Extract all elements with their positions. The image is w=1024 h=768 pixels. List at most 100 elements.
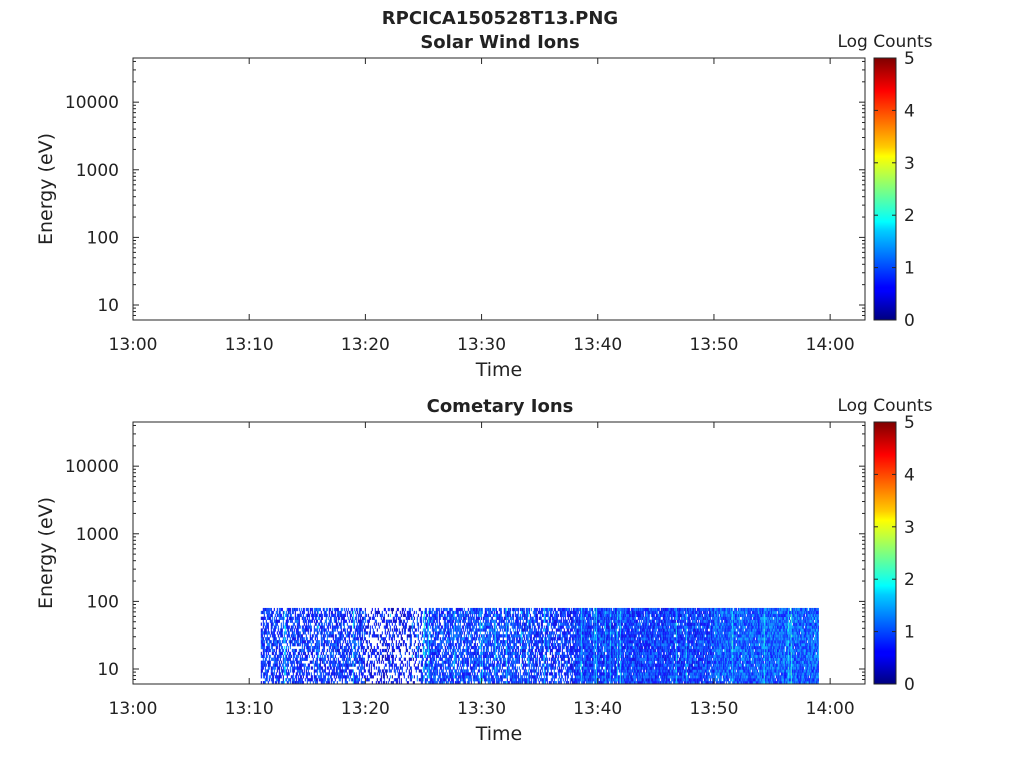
x-tick-label: 13:20 [341,335,390,355]
heatmap-cell [312,645,314,650]
heatmap-cell [377,669,379,673]
heatmap-cell [294,637,296,641]
heatmap-cell [452,619,454,623]
heatmap-cell [267,666,269,670]
heatmap-cell [508,672,510,676]
heatmap-cell [387,619,389,623]
heatmap-cell [530,634,532,638]
heatmap-cell [323,669,325,673]
heatmap-cell [292,678,294,682]
heatmap-cell [479,657,481,661]
heatmap-cell [262,660,264,664]
heatmap-cell [334,634,336,638]
heatmap-cell [485,637,487,641]
heatmap-cell [423,610,425,615]
heatmap-cell [306,657,308,661]
heatmap-cell [347,648,349,653]
heatmap-cell [470,678,472,682]
heatmap-cell [283,634,285,638]
heatmap-cell [370,651,372,656]
heatmap-cell [526,651,528,656]
heatmap-cell [260,654,262,658]
heatmap-cell [359,640,361,644]
heatmap-cell [272,610,274,615]
heatmap-cell [529,634,531,638]
heatmap-cell [546,613,548,618]
heatmap-cell [274,654,276,658]
heatmap-cell [406,681,408,685]
heatmap-cell [349,648,351,653]
heatmap-cell [311,660,313,664]
heatmap-cell [335,634,337,638]
heatmap-cell [315,681,317,685]
heatmap-cell [514,607,516,612]
heatmap-cell [315,643,317,647]
heatmap-cell [348,631,350,635]
heatmap-cell [527,675,529,679]
heatmap-cell [367,645,369,650]
heatmap-cell [498,637,500,641]
heatmap-cell [490,628,492,632]
heatmap-cell [449,654,451,658]
heatmap-cell [436,625,438,629]
heatmap-cell [529,675,531,679]
heatmap-cell [487,675,489,679]
heatmap-cell [298,669,300,673]
heatmap-cell [346,613,348,618]
heatmap-cell [435,669,437,673]
heatmap-cell [508,669,510,673]
heatmap-cell [425,625,427,629]
heatmap-cell [359,657,361,661]
heatmap-cell [338,631,340,635]
heatmap-cell [331,654,333,658]
heatmap-cell [330,631,332,635]
heatmap-cell [330,634,332,638]
heatmap-cell [512,619,514,623]
heatmap-cell [280,643,282,647]
heatmap-cell [535,607,537,612]
heatmap-cell [326,607,328,612]
heatmap-cell [514,654,516,658]
heatmap-cell [469,666,471,670]
heatmap-cell [343,648,345,653]
heatmap-cell [471,640,473,644]
heatmap-cell [343,622,345,626]
heatmap-cell [331,628,333,632]
heatmap-cell [425,607,427,612]
heatmap-cell [314,613,316,618]
heatmap-cell [434,651,436,656]
heatmap-cell [520,640,522,644]
heatmap-cell [469,622,471,626]
heatmap-cell [532,660,534,664]
heatmap-cell [284,637,286,641]
heatmap-cell [346,634,348,638]
heatmap-cell [494,607,496,612]
heatmap-cell [402,625,404,629]
heatmap-cell [478,678,480,682]
heatmap-cell [459,675,461,679]
heatmap-cell [336,645,338,650]
heatmap-cell [515,643,517,647]
heatmap-cell [493,672,495,676]
heatmap-cell [521,616,523,620]
heatmap-cell [373,634,375,638]
heatmap-cell [444,616,446,620]
heatmap-cell [376,634,378,638]
heatmap-cell [451,637,453,641]
heatmap-cell [511,607,513,612]
heatmap-cell [316,645,318,650]
heatmap-cell [354,654,356,658]
heatmap-cell [394,657,396,661]
heatmap-cell [339,613,341,618]
heatmap-cell [343,672,345,676]
heatmap-cell [495,663,497,667]
heatmap-cell [554,634,556,638]
heatmap-cell [438,619,440,623]
heatmap-cell [520,681,522,685]
heatmap-cell [383,625,385,629]
heatmap-cell [543,657,545,661]
heatmap-cell [430,637,432,641]
heatmap-cell [402,619,404,623]
heatmap-cell [344,660,346,664]
heatmap-cell [296,637,298,641]
